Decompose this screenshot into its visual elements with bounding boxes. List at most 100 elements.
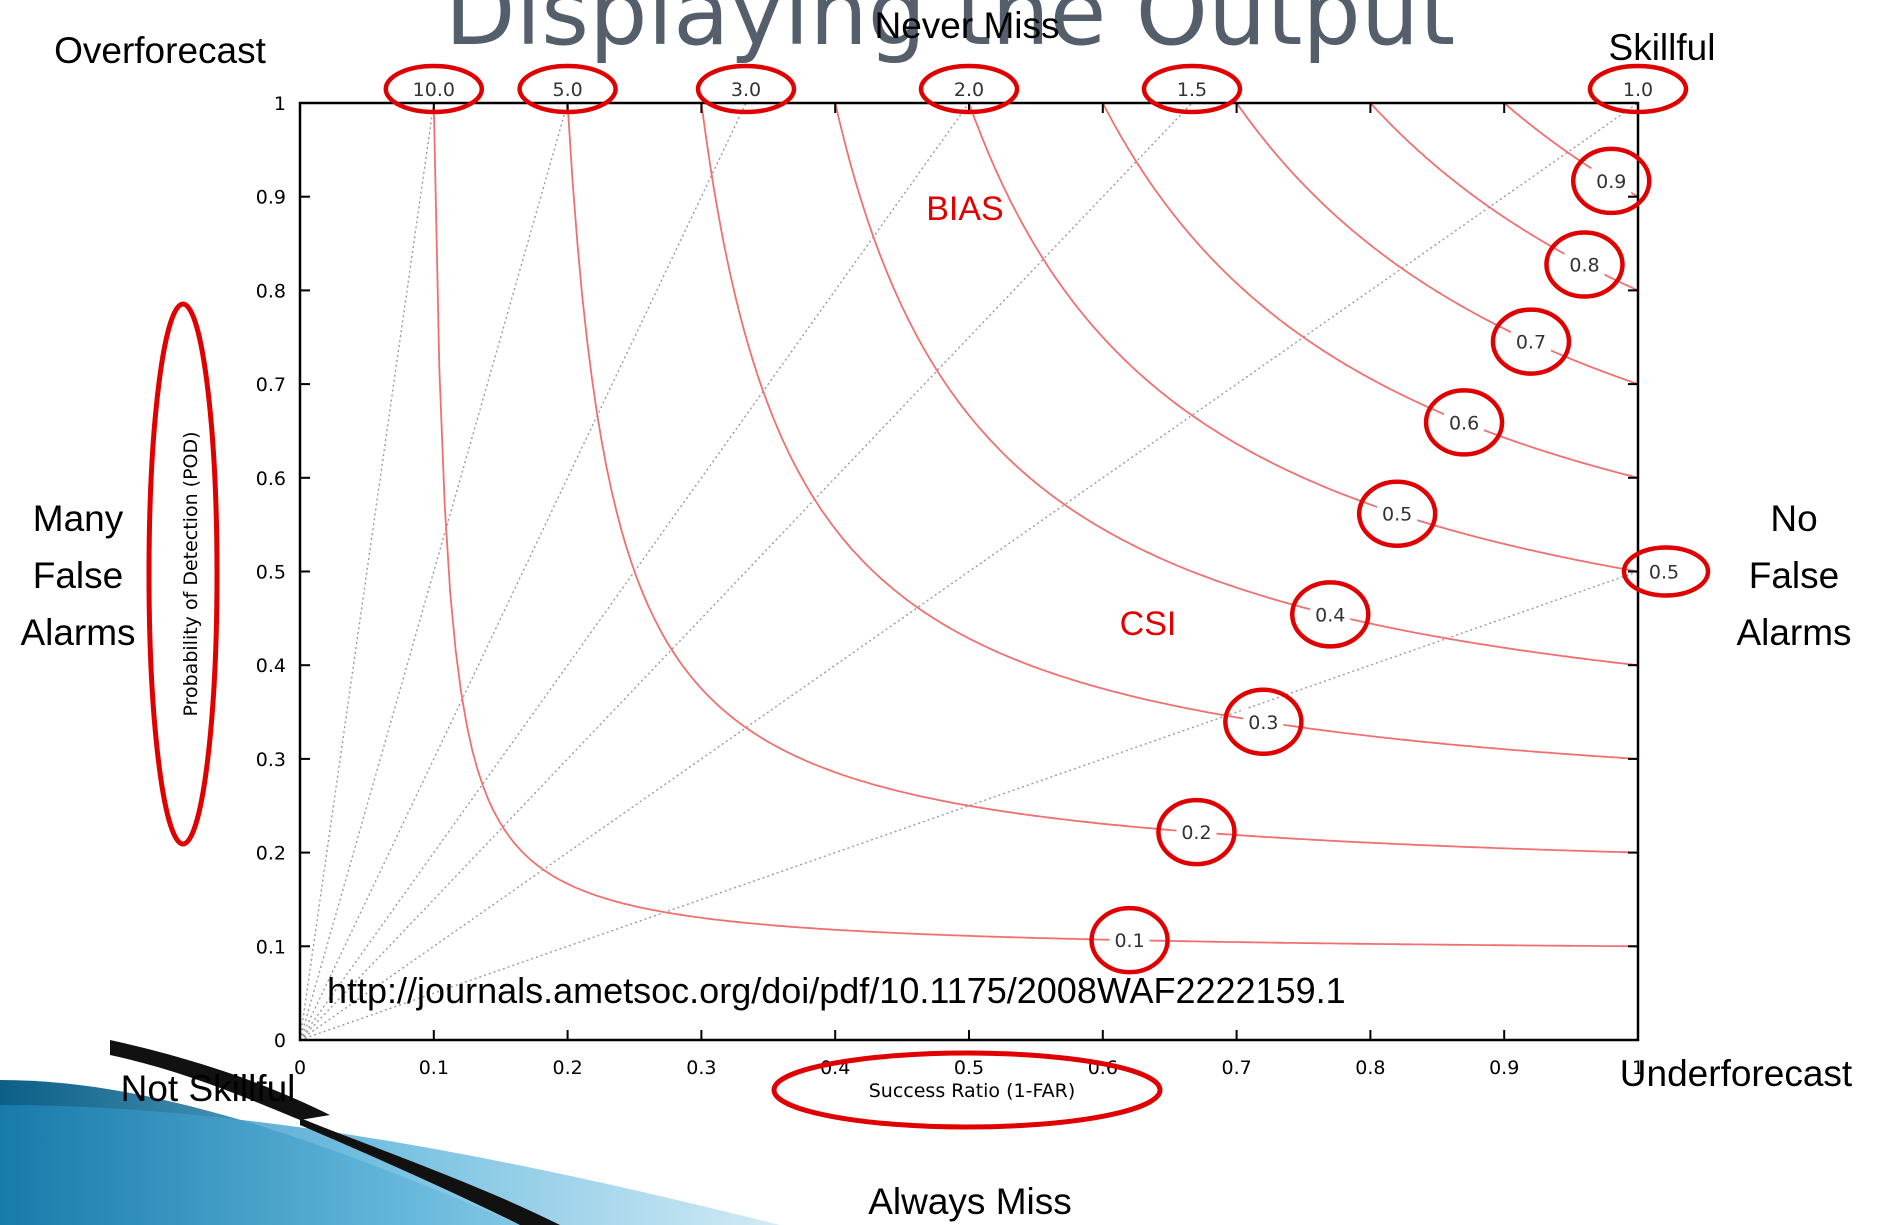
csi-label-circle [1356,479,1438,548]
y-tick-label: 0.8 [256,280,286,302]
bias-annotation: BIAS [926,190,1003,228]
csi-curve-0-4 [834,102,1639,667]
bias-top-label-bg [409,75,458,101]
y-tick-label: 0.5 [256,562,286,584]
x-tick-label: 0.5 [954,1057,984,1079]
x-tick-label: 0 [294,1057,306,1079]
bias-top-label-3-0: 3.0 [731,79,761,101]
csi-curve-0-7 [1235,102,1639,385]
x-tick-label: 0.7 [1221,1057,1251,1079]
bias-top-label-10-0: 10.0 [413,79,455,101]
x-tick-label: 1 [1632,1057,1644,1079]
y-tick-label: 0.3 [256,749,286,771]
axis-ticks: 0 0.1 0.2 0.3 0.4 0.5 0.6 0.7 0.8 0.9 1 0 0.1 0.2 0.3 0… [256,93,1644,1079]
csi-label-bg [1109,927,1150,954]
x-tick-label: 0.8 [1355,1057,1385,1079]
false-label-right: False [1749,555,1839,596]
csi-label-bg [1564,251,1605,278]
false-label-left: False [33,555,123,596]
bias-top-label-1-0: 1.0 [1623,79,1653,101]
csi-curve-0-5 [968,102,1639,573]
csi-contour-curves [432,102,1639,948]
csi-curve-0-6 [1102,102,1639,479]
csi-label-bg [1243,708,1284,735]
bias-line-5 [299,102,569,1041]
bias-top-label-2-0: 2.0 [954,79,984,101]
csi-label-0-4: 0.4 [1315,604,1345,626]
not-skillful-label: Not Skillful [121,1068,296,1109]
bias-line-0-5 [299,570,1639,1041]
csi-label-0-2: 0.2 [1181,822,1211,844]
csi-label-bg [1377,500,1418,527]
x-tick-label: 0.9 [1489,1057,1519,1079]
y-tick-label: 0 [274,1030,286,1052]
bias-value-labels: 10.0 5.0 3.0 2.0 1.5 1.0 0.5 [383,63,1711,598]
x-axis-label-highlight [771,1050,1163,1130]
bias-line-1-5 [299,102,1193,1041]
x-tick-label: 0.3 [686,1057,716,1079]
skillful-label: Skillful [1609,27,1716,68]
csi-curve-0-3 [700,103,1639,760]
decorative-swoosh [0,1040,780,1225]
always-miss-label: Always Miss [868,1181,1072,1222]
bias-top-label-circle [383,63,485,115]
y-tick-label: 0.1 [256,936,286,958]
csi-label-0-9: 0.9 [1596,171,1626,193]
csi-label-bg [1510,328,1551,355]
x-tick-label: 0.2 [552,1057,582,1079]
overforecast-label: Overforecast [54,30,267,71]
csi-annotation: CSI [1120,605,1177,643]
csi-label-0-6: 0.6 [1449,412,1479,434]
bias-line-3 [299,102,747,1041]
bias-line-1 [299,102,1639,1041]
csi-label-circle [1490,307,1572,376]
bias-reference-lines [299,102,1639,1041]
bias-top-label-circle [1587,63,1689,115]
y-tick-label: 0.7 [256,374,286,396]
y-tick-label: 0.4 [256,655,286,677]
bias-top-label-bg [722,75,770,101]
y-tick-label: 0.6 [256,468,286,490]
bias-right-label-circle [1621,545,1711,598]
y-tick-label: 1 [274,93,286,115]
bias-top-label-1-5: 1.5 [1177,79,1207,101]
csi-label-circle [1290,580,1371,649]
no-label: No [1770,498,1817,539]
bias-top-label-5-0: 5.0 [552,79,582,101]
slide-title: Displaying the Output [445,0,1455,66]
x-axis-label: Success Ratio (1-FAR) [869,1080,1076,1102]
csi-label-circle [1544,230,1625,299]
bias-top-label-bg [1614,75,1662,101]
underforecast-label: Underforecast [1620,1053,1853,1094]
csi-label-0-8: 0.8 [1569,255,1599,277]
csi-curve-0-1 [432,103,1638,948]
csi-label-0-5: 0.5 [1382,504,1412,526]
plot-area: 0 0.1 0.2 0.3 0.4 0.5 0.6 0.7 0.8 0.9 1 0 0.1 0.2 0.3 0… [256,63,1711,1079]
bias-top-label-bg [1168,75,1216,101]
csi-label-circle [1570,146,1652,216]
x-tick-label: 0.1 [419,1057,449,1079]
bias-top-label-circle [918,63,1020,115]
alarms-label-left: Alarms [20,612,135,653]
y-axis-label-highlight [146,301,220,847]
y-tick-label: 0.9 [256,187,286,209]
bias-top-label-bg [945,75,993,101]
csi-label-circle [1156,797,1237,867]
bias-right-label-0-5: 0.5 [1649,562,1679,584]
csi-label-bg [1444,409,1485,436]
csi-label-circle [1089,905,1170,975]
csi-label-circle [1423,388,1505,457]
never-miss-label: Never Miss [874,5,1059,46]
bias-top-label-circle [517,63,618,115]
csi-label-circle [1223,687,1304,757]
bias-top-label-bg [543,75,592,101]
alarms-label-right: Alarms [1736,612,1851,653]
bias-top-label-circle [695,63,797,115]
y-axis-label: Probability of Detection (POD) [180,431,202,716]
y-tick-label: 0.2 [256,843,286,865]
source-url[interactable]: http://journals.ametsoc.org/doi/pdf/10.1… [327,970,1346,1011]
many-label: Many [33,498,124,539]
csi-value-labels: 0.1 0.2 0.3 0.4 0.5 0.6 0.7 0.8 0.9 [1089,146,1652,975]
bias-top-label-circle [1141,63,1243,115]
